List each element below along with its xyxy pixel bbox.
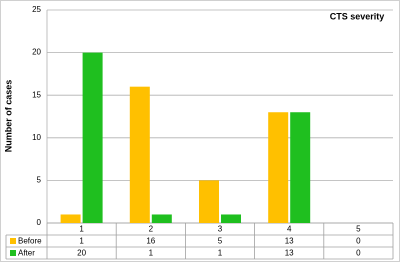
bar: [60, 214, 81, 223]
bar: [151, 214, 172, 223]
bar: [199, 180, 219, 223]
y-axis-label: Number of cases: [3, 80, 13, 153]
y-tick-label: 5: [37, 176, 42, 185]
y-tick-label: 10: [32, 133, 41, 142]
y-tick-label: 25: [32, 5, 41, 14]
table-value: 1: [79, 237, 84, 246]
chart-title: CTS severity: [330, 11, 385, 21]
x-tick-label: 2: [149, 225, 154, 234]
table-value: 0: [356, 249, 361, 258]
legend-label: After: [18, 249, 35, 258]
x-tick-label: 3: [218, 225, 223, 234]
bar: [221, 214, 241, 223]
table-value: 13: [285, 237, 294, 246]
bar: [129, 86, 150, 224]
table-value: 20: [77, 249, 86, 258]
table-value: 16: [146, 237, 155, 246]
y-tick-label: 15: [32, 90, 41, 99]
table-value: 13: [285, 249, 294, 258]
table-value: 5: [218, 237, 223, 246]
table-value: 1: [218, 249, 223, 258]
x-tick-label: 1: [79, 225, 84, 234]
bar: [82, 52, 103, 223]
y-tick-label: 0: [37, 218, 42, 227]
legend-swatch: [10, 238, 16, 244]
y-tick-label: 20: [32, 48, 41, 57]
x-tick-label: 5: [356, 225, 361, 234]
x-tick-label: 4: [287, 225, 292, 234]
table-value: 1: [149, 249, 154, 258]
legend-swatch: [10, 250, 16, 256]
legend-label: Before: [18, 237, 42, 246]
bar: [290, 112, 311, 223]
table-value: 0: [356, 237, 361, 246]
bar: [268, 112, 289, 223]
